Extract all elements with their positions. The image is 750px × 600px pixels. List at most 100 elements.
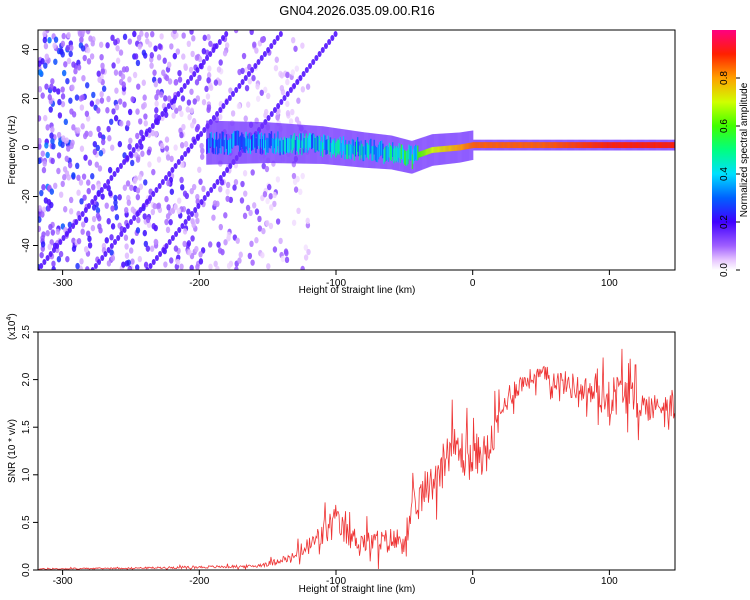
heatmap-cell [264, 165, 270, 173]
heatmap-cell [220, 35, 225, 41]
heatmap-cell [259, 55, 264, 61]
heatmap-cell [323, 134, 325, 150]
heatmap-cell [237, 257, 242, 264]
heatmap-cell [276, 103, 281, 109]
heatmap-cell [39, 189, 44, 197]
heatmap-cell [400, 144, 403, 160]
heatmap-cell [408, 144, 410, 160]
heatmap-cell [186, 208, 191, 215]
colorbar-gradient [712, 30, 736, 270]
heatmap-cell [202, 195, 207, 201]
heatmap-cell [211, 47, 216, 53]
heatmap-cell [225, 167, 230, 173]
heatmap-cell [127, 38, 133, 45]
heatmap-cell [225, 195, 230, 202]
heatmap-cell [375, 147, 378, 162]
heatmap-cell [466, 143, 468, 150]
heatmap-cell [218, 138, 220, 154]
heatmap-cell [512, 142, 514, 149]
heatmap-cell [538, 142, 541, 149]
heatmap-cell [163, 107, 168, 113]
heatmap-cell [174, 231, 179, 237]
heatmap-cell [126, 120, 131, 127]
heatmap-cell [338, 139, 340, 155]
heatmap-cell [300, 133, 302, 148]
heatmap-cell [229, 138, 231, 154]
heatmap-cell [456, 144, 459, 151]
heatmap-cell [289, 137, 291, 153]
heatmap-cell [93, 195, 98, 201]
heatmap-cell [75, 262, 80, 270]
heatmap-cell [234, 131, 237, 146]
heatmap-cell [177, 105, 183, 112]
heatmap-cell [43, 62, 48, 69]
heatmap-cell [175, 48, 181, 55]
heatmap-cell [222, 50, 228, 57]
heatmap-cell [208, 263, 213, 270]
heatmap-cell [266, 263, 271, 270]
heatmap-cell [98, 149, 104, 157]
heatmap-cell [585, 142, 588, 149]
heatmap-cell [213, 79, 219, 86]
heatmap-cell [214, 43, 219, 49]
heatmap-cell [437, 146, 440, 153]
heatmap-cell [396, 145, 398, 161]
heatmap-cell [132, 30, 137, 38]
heatmap-cell [87, 242, 93, 249]
heatmap-cell [243, 190, 248, 197]
heatmap-cell [104, 237, 109, 244]
heatmap-cell [208, 138, 210, 153]
heatmap-cell [179, 176, 184, 184]
heatmap-cell [278, 138, 280, 154]
heatmap-cell [77, 30, 83, 37]
heatmap-cell [215, 179, 220, 185]
heatmap-cell [272, 39, 277, 45]
heatmap-cell [363, 145, 366, 161]
heatmap-cell [241, 132, 243, 148]
heatmap-cell [69, 142, 74, 150]
heatmap-cell [106, 218, 111, 225]
heatmap-cell [522, 142, 524, 149]
heatmap-cell [202, 127, 207, 133]
heatmap-cell [306, 248, 311, 256]
heatmap-cell [154, 255, 159, 261]
heatmap-cell [173, 163, 178, 169]
heatmap-cell [397, 147, 400, 163]
heatmap-cell [58, 250, 64, 258]
heatmap-cell [85, 82, 90, 89]
heatmap-cell [536, 142, 538, 149]
heatmap-cell [135, 193, 141, 201]
heatmap-cell [101, 85, 107, 92]
heatmap-cell [207, 241, 213, 248]
heatmap-cell [278, 237, 283, 245]
heatmap-cell [56, 256, 62, 263]
colorbar: 0.0 0.2 0.4 0.6 0.8 Normalized spectral ampl… [712, 30, 750, 277]
heatmap-cell [451, 145, 453, 152]
heatmap-cell [614, 142, 616, 149]
heatmap-cell [50, 157, 55, 165]
heatmap-cell [335, 142, 337, 158]
heatmap-cell [102, 183, 107, 189]
heatmap-cell [475, 142, 477, 149]
heatmap-cell [351, 138, 354, 154]
heatmap-cell [325, 139, 327, 155]
heatmap-cell [250, 136, 253, 151]
heatmap-cell [327, 39, 332, 45]
heatmap-cell [143, 179, 148, 186]
heatmap-cell [166, 103, 171, 109]
x-tick-label: -300 [53, 576, 73, 587]
heatmap-cell [138, 207, 143, 213]
heatmap-cell [161, 247, 166, 253]
heatmap-cell [288, 118, 294, 125]
heatmap-cell [612, 142, 615, 149]
heatmap-cell [206, 72, 212, 79]
heatmap-cell [347, 144, 349, 160]
heatmap-cell [189, 107, 195, 114]
heatmap-cell [490, 142, 492, 149]
heatmap-cell [532, 142, 534, 149]
heatmap-cell [481, 142, 484, 149]
heatmap-cell [39, 251, 44, 259]
heatmap-cell [248, 133, 251, 148]
heatmap-cell [164, 195, 169, 203]
heatmap-cell [195, 217, 200, 225]
